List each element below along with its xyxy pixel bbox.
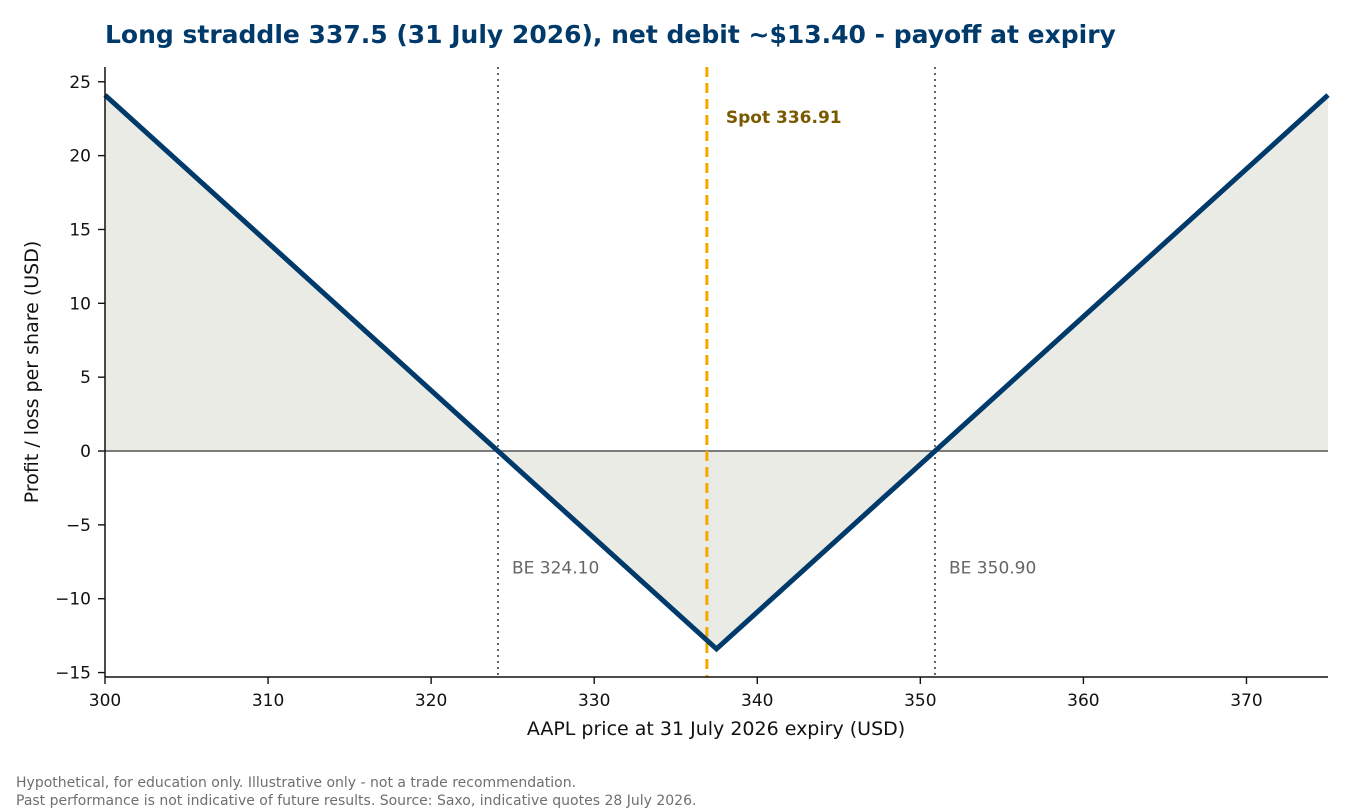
- y-tick-label-15: 15: [69, 220, 91, 240]
- x-axis-label: AAPL price at 31 July 2026 expiry (USD): [527, 718, 905, 740]
- x-tick-label-320: 320: [415, 691, 447, 711]
- x-tick-label-310: 310: [252, 691, 284, 711]
- breakeven-low-annotation: BE 324.10: [512, 559, 599, 579]
- spot-annotation: Spot 336.91: [726, 108, 842, 128]
- plot-area: 300 310 320 330 340 350 360 370 −15 −10 −5 0 5 10 15 20…: [55, 67, 1330, 711]
- y-tick-label-0: 0: [80, 442, 91, 462]
- y-tick-label-20: 20: [69, 147, 91, 167]
- footnote-line-1: Hypothetical, for education only. Illust…: [16, 775, 576, 791]
- x-tick-label-330: 330: [578, 691, 610, 711]
- x-tick-label-360: 360: [1067, 691, 1099, 711]
- y-tick-label--10: −10: [55, 590, 91, 610]
- x-tick-label-350: 350: [904, 691, 936, 711]
- y-tick-label-25: 25: [69, 73, 91, 93]
- y-tick-label-5: 5: [80, 368, 91, 388]
- x-tick-label-300: 300: [89, 691, 121, 711]
- x-tick-label-370: 370: [1230, 691, 1262, 711]
- breakeven-high-annotation: BE 350.90: [949, 559, 1036, 579]
- payoff-line: [103, 93, 1330, 653]
- y-axis-label: Profit / loss per share (USD): [21, 241, 43, 504]
- chart-title: Long straddle 337.5 (31 July 2026), net …: [105, 20, 1116, 49]
- y-tick-label-10: 10: [69, 294, 91, 314]
- x-tick-label-340: 340: [741, 691, 773, 711]
- footnote-line-2: Past performance is not indicative of fu…: [16, 793, 696, 809]
- y-tick-label--5: −5: [66, 516, 91, 536]
- y-tick-label--15: −15: [55, 664, 91, 684]
- payoff-area-fill: [105, 95, 1328, 649]
